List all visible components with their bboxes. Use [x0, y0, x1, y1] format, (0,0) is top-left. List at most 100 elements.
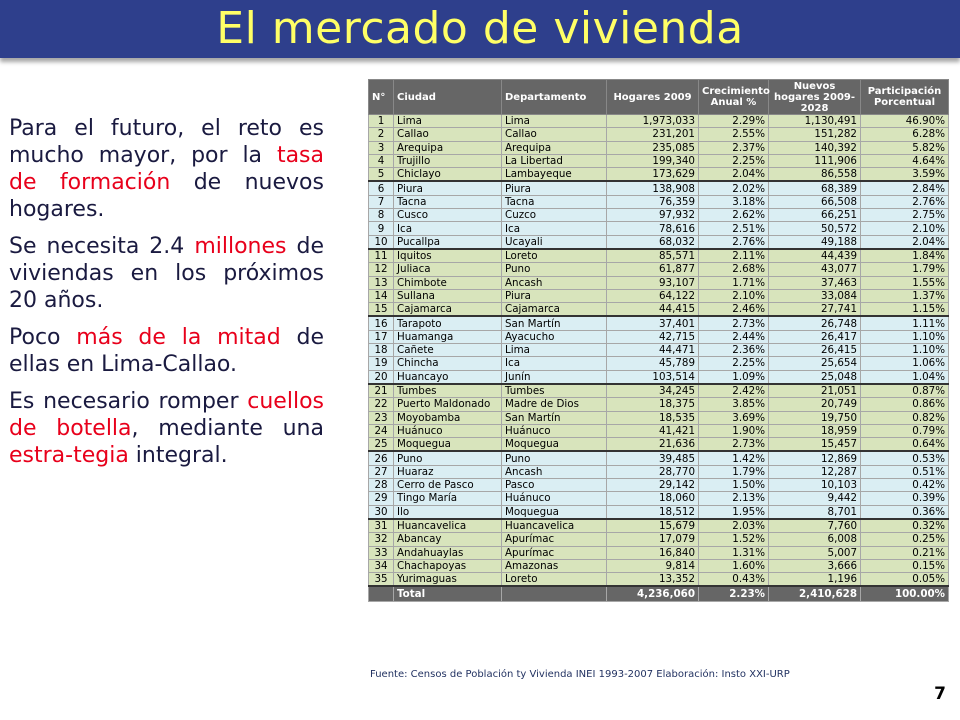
paragraph-text: , mediante una — [131, 416, 324, 441]
table-body: 1 Lima Lima 1,973,033 2.29% 1,130,491 46.90% 2 C… — [368, 113, 949, 603]
housing-table: N° Ciudad Departamento Hogares 2009 Crec… — [368, 79, 949, 603]
cell-department: Ayacucho — [501, 329, 607, 345]
cell-growth: 1.50% — [698, 478, 769, 493]
cell-share: 0.25% — [860, 532, 949, 547]
cell-share: 5.82% — [860, 140, 949, 155]
cell-households: 41,421 — [606, 423, 699, 439]
slide-title: El mercado de vivienda — [216, 3, 744, 54]
cell-city: Ilo — [393, 504, 502, 520]
cell-city: Cajamarca — [393, 302, 502, 317]
cell-households: 39,485 — [606, 450, 699, 466]
cell-households: 18,535 — [606, 410, 699, 425]
cell-households: 16,840 — [606, 545, 699, 560]
table-header-row: N° Ciudad Departamento Hogares 2009 Crec… — [368, 79, 949, 115]
table-row: 19 Chincha Ica 45,789 2.25% 25,654 1.06% — [368, 356, 949, 371]
cell-share: 0.05% — [860, 572, 949, 587]
cell-households: 44,415 — [606, 302, 699, 317]
cell-city: Arequipa — [393, 140, 502, 155]
cell-city: Chiclayo — [393, 167, 502, 182]
cell-households: 29,142 — [606, 478, 699, 493]
cell-department: Moquegua — [501, 504, 607, 520]
cell-department: Arequipa — [501, 140, 607, 155]
cell-city: Ica — [393, 221, 502, 236]
cell-city: Yurimaguas — [393, 572, 502, 587]
cell-households: 37,401 — [606, 315, 699, 331]
cell-growth: 2.10% — [698, 288, 769, 304]
cell-department: Loreto — [501, 247, 607, 264]
cell-city: Juliaca — [393, 262, 502, 277]
cell-city: Moyobamba — [393, 410, 502, 425]
cell-share: 0.86% — [860, 397, 949, 412]
total-department — [501, 585, 607, 603]
cell-households: 18,060 — [606, 491, 699, 506]
cell-share: 1.10% — [860, 329, 949, 345]
cell-households: 199,340 — [606, 153, 699, 169]
cell-department: Piura — [501, 288, 607, 304]
cell-growth: 3.18% — [698, 194, 769, 210]
cell-new-households: 111,906 — [768, 153, 861, 169]
cell-city: Cañete — [393, 343, 502, 358]
cell-share: 0.42% — [860, 478, 949, 493]
cell-rank: 35 — [368, 572, 394, 587]
cell-households: 235,085 — [606, 140, 699, 155]
paragraph-text: de viviendas en los próximos 20 años. — [9, 234, 324, 313]
cell-city: Moquegua — [393, 437, 502, 452]
cell-growth: 2.25% — [698, 153, 769, 169]
cell-growth: 1.31% — [698, 545, 769, 560]
cell-city: Callao — [393, 127, 502, 142]
cell-new-households: 8,701 — [768, 504, 861, 520]
table-row: 10 Pucallpa Ucayali 68,032 2.76% 49,188 2.04% — [368, 234, 949, 250]
cell-share: 0.79% — [860, 423, 949, 439]
cell-city: Tingo María — [393, 491, 502, 506]
cell-households: 231,201 — [606, 127, 699, 142]
table-row: 5 Chiclayo Lambayeque 173,629 2.04% 86,558 3.5… — [368, 167, 949, 182]
table-row: 32 Abancay Apurímac 17,079 1.52% 6,008 0.25% — [368, 532, 949, 547]
cell-new-households: 1,130,491 — [768, 113, 861, 129]
cell-rank: 30 — [368, 504, 394, 520]
cell-share: 46.90% — [860, 113, 949, 129]
cell-department: La Libertad — [501, 153, 607, 169]
table-row: 2 Callao Callao 231,201 2.55% 151,282 6.28% — [368, 127, 949, 142]
total-households: 4,236,060 — [606, 585, 699, 603]
cell-households: 1,973,033 — [606, 113, 699, 129]
cell-city: Chachapoyas — [393, 558, 502, 574]
cell-department: San Martín — [501, 315, 607, 331]
cell-city: Huamanga — [393, 329, 502, 345]
cell-city: Huancayo — [393, 369, 502, 385]
cell-new-households: 86,558 — [768, 167, 861, 182]
cell-rank: 19 — [368, 356, 394, 371]
cell-city: Cerro de Pasco — [393, 478, 502, 493]
cell-rank: 27 — [368, 464, 394, 480]
cell-share: 2.84% — [860, 180, 949, 196]
cell-department: Huánuco — [501, 423, 607, 439]
highlighted-text: más de la mitad — [76, 325, 281, 350]
cell-department: Tacna — [501, 194, 607, 210]
total-rank — [368, 585, 394, 603]
total-new-households: 2,410,628 — [768, 585, 861, 603]
table-row: 1 Lima Lima 1,973,033 2.29% 1,130,491 46.90% — [368, 113, 949, 129]
cell-share: 0.51% — [860, 464, 949, 480]
cell-growth: 2.46% — [698, 302, 769, 317]
table-row: 20 Huancayo Junín 103,514 1.09% 25,048 1.04% — [368, 369, 949, 385]
cell-rank: 2 — [368, 127, 394, 142]
cell-growth: 1.60% — [698, 558, 769, 574]
paragraph-1: Para el futuro, el reto es mucho mayor, … — [9, 115, 324, 223]
cell-new-households: 33,084 — [768, 288, 861, 304]
cell-rank: 6 — [368, 180, 394, 196]
cell-rank: 3 — [368, 140, 394, 155]
cell-department: Lima — [501, 113, 607, 129]
cell-share: 1.15% — [860, 302, 949, 317]
cell-growth: 2.73% — [698, 315, 769, 331]
cell-department: Ica — [501, 221, 607, 236]
cell-share: 3.59% — [860, 167, 949, 182]
cell-share: 0.36% — [860, 504, 949, 520]
cell-households: 85,571 — [606, 247, 699, 264]
title-bar — [0, 0, 960, 58]
cell-department: Lima — [501, 343, 607, 358]
cell-new-households: 10,103 — [768, 478, 861, 493]
table-row: 3 Arequipa Arequipa 235,085 2.37% 140,392 5.82… — [368, 140, 949, 155]
paragraph-text: integral. — [128, 443, 228, 468]
cell-department: Huancavelica — [501, 517, 607, 534]
cell-growth: 1.71% — [698, 275, 769, 290]
table-row: 24 Huánuco Huánuco 41,421 1.90% 18,959 0.79% — [368, 423, 949, 439]
